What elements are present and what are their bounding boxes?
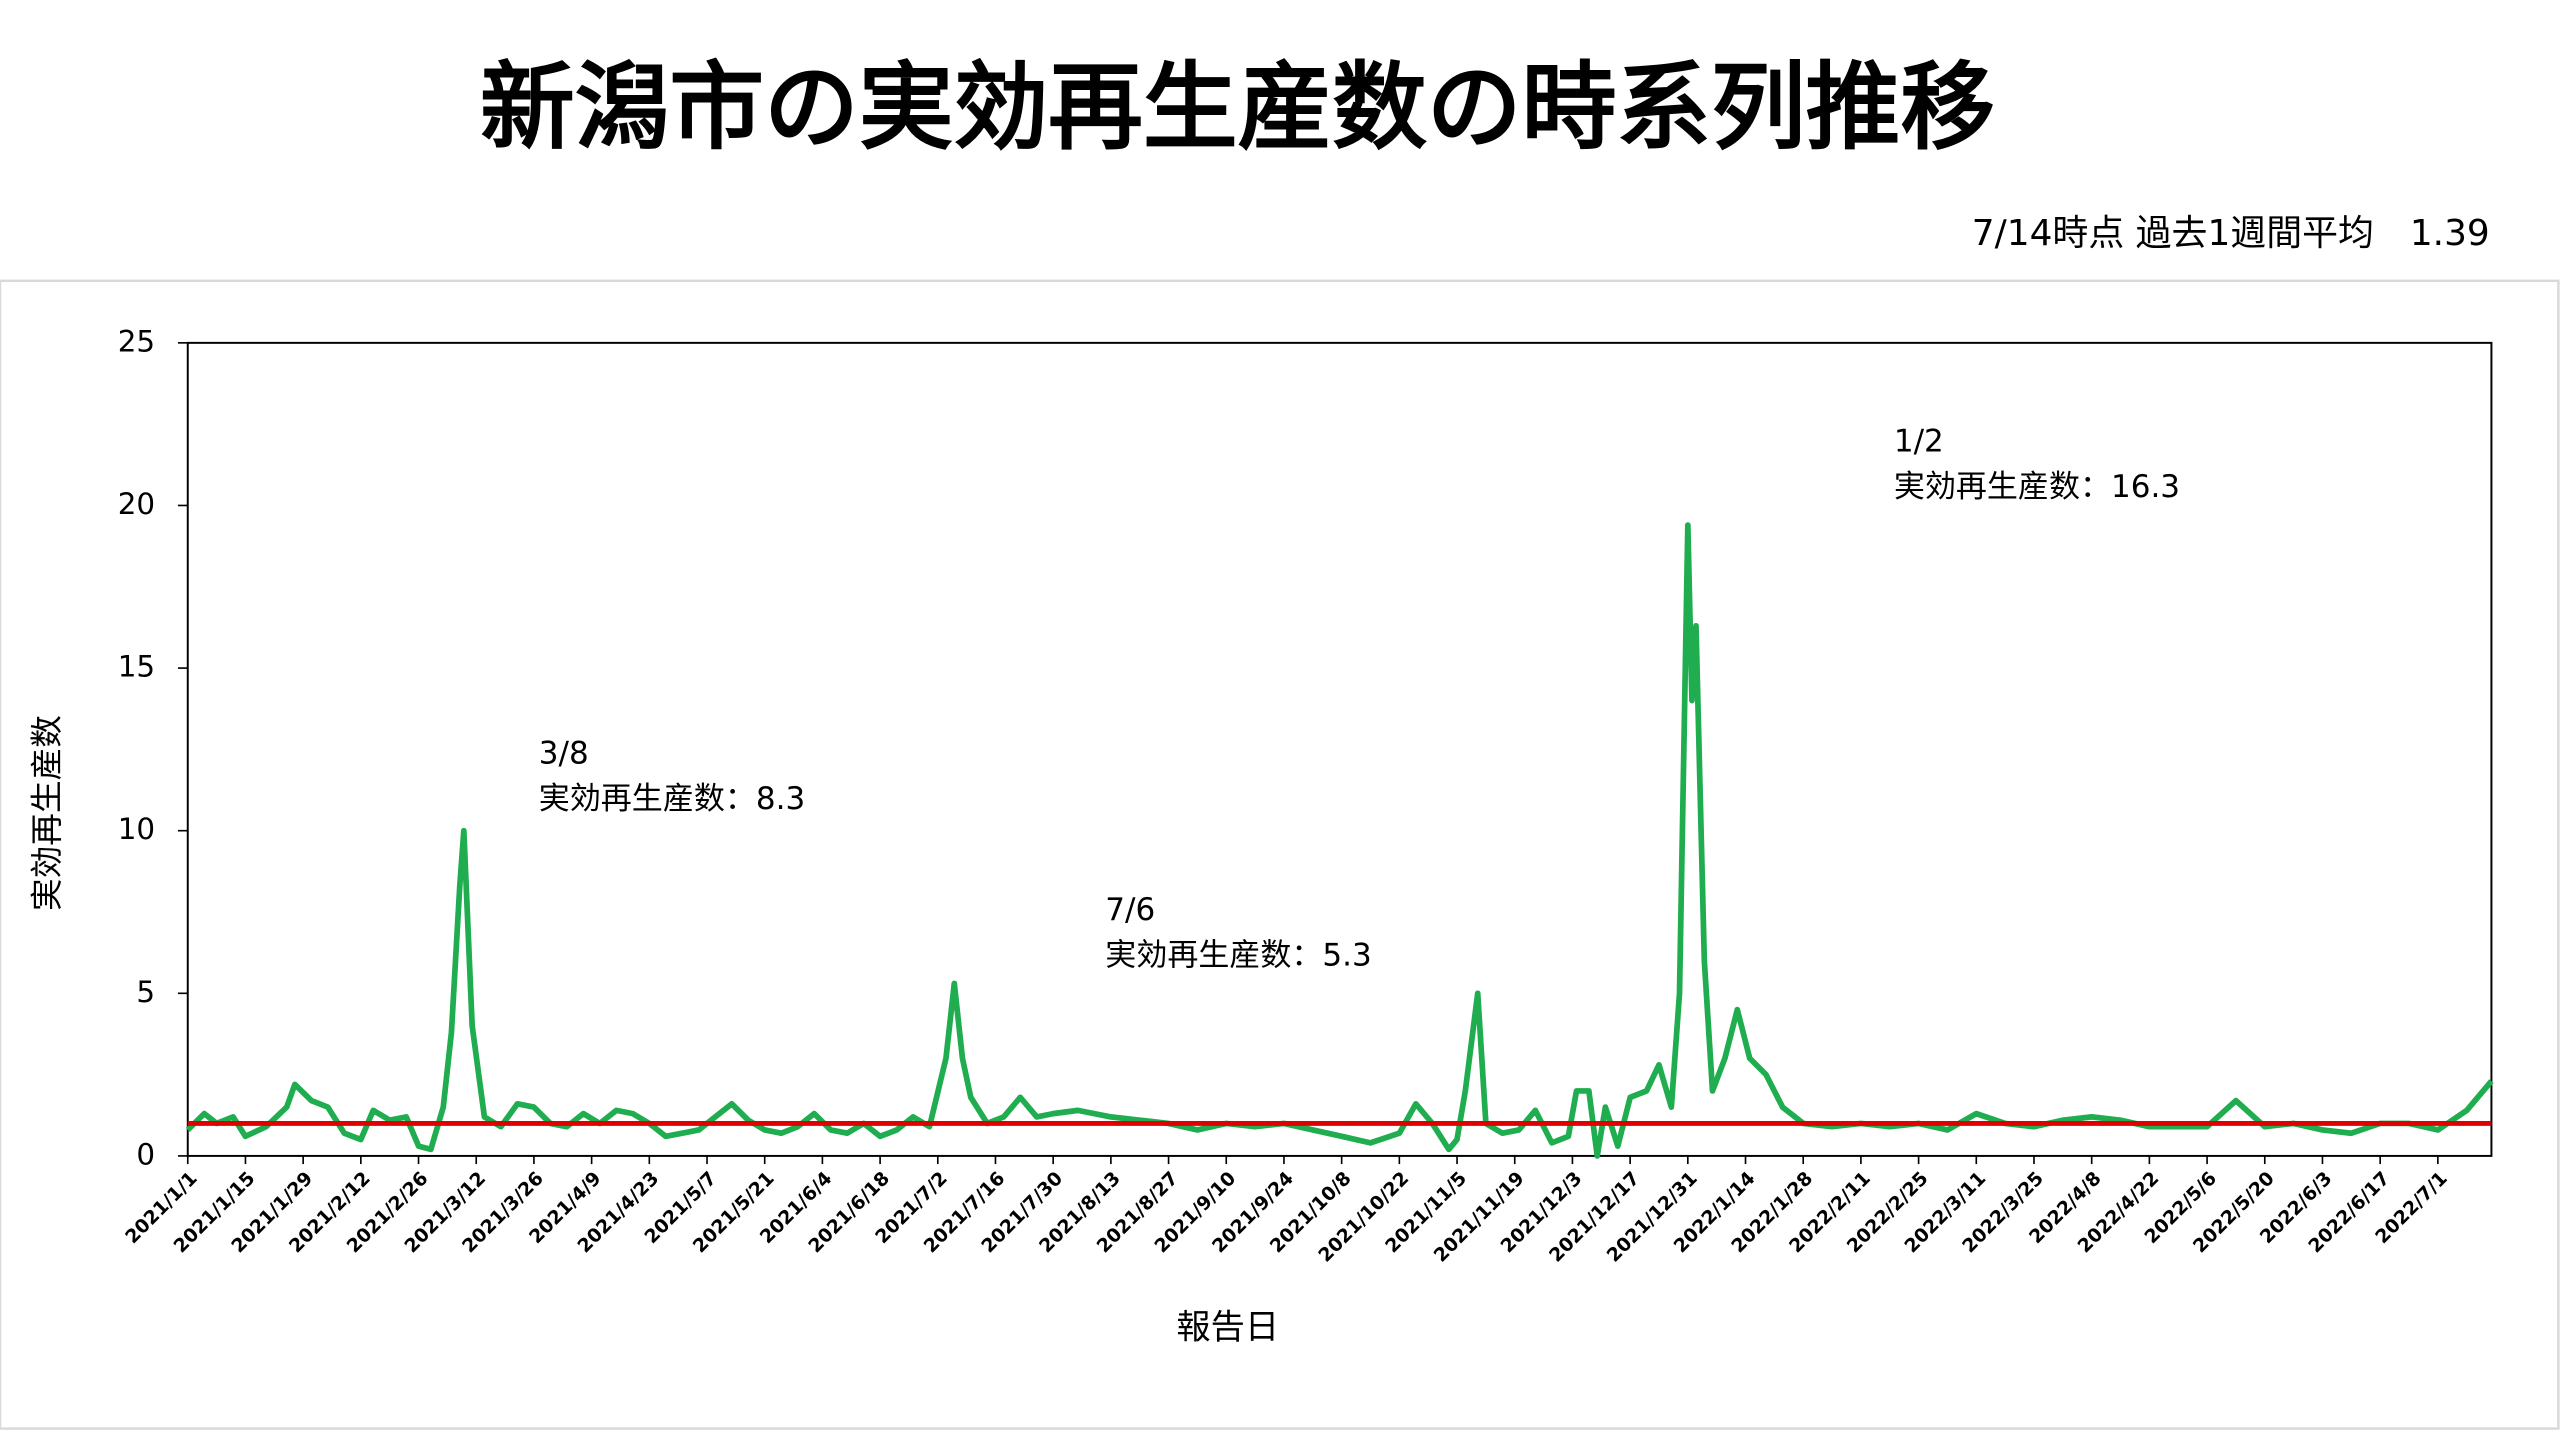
chart-frame: [0, 279, 2560, 1430]
annotation: 7/6: [1105, 892, 1155, 928]
data-line: [185, 522, 2494, 1159]
subtitle: 7/14時点 過去1週間平均 1.39: [1972, 213, 2490, 254]
plot-area: [186, 341, 2493, 1157]
y-axis-label: 実効再生産数: [28, 715, 66, 911]
x-axis-label: 報告日: [1176, 1307, 1279, 1347]
annotation: 実効再生産数：5.3: [1105, 938, 1371, 974]
annotation: 実効再生産数：16.3: [1894, 469, 2180, 505]
y-tick-label: 25: [118, 324, 155, 358]
y-tick-label: 10: [118, 812, 155, 846]
y-tick-label: 0: [136, 1137, 155, 1171]
y-tick-label: 5: [136, 975, 155, 1009]
annotation: 3/8: [539, 735, 589, 771]
y-tick-label: 15: [118, 650, 155, 684]
annotation: 実効再生産数：8.3: [539, 781, 805, 817]
chart-title: 新潟市の実効再生産数の時系列推移: [480, 53, 1995, 163]
y-tick-label: 20: [118, 487, 155, 521]
annotation: 1/2: [1894, 423, 1944, 459]
